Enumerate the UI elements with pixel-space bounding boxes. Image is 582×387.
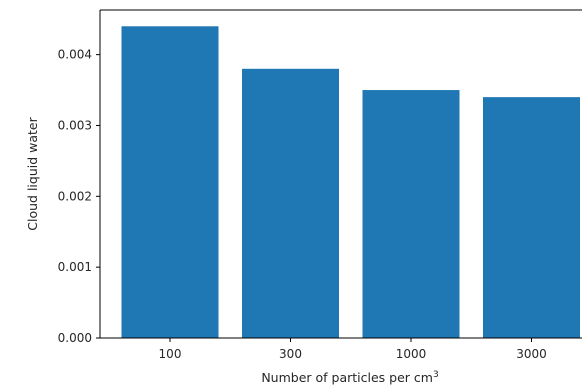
bar-3000	[483, 97, 580, 338]
y-tick-label: 0.000	[58, 331, 92, 345]
x-axis-label-superscript: 3	[433, 370, 439, 380]
x-tick-label: 3000	[516, 347, 547, 361]
y-tick-label: 0.003	[58, 118, 92, 132]
bar-300	[242, 68, 339, 338]
bar-100	[121, 26, 219, 339]
bar-1000	[362, 90, 460, 338]
x-axis: 100 300 1000 3000	[159, 338, 547, 361]
x-tick-label: 300	[279, 347, 302, 361]
y-tick-label: 0.001	[58, 260, 92, 274]
axes-frame	[99, 9, 582, 339]
x-axis-label-main: Number of particles per cm	[261, 370, 433, 385]
y-tick-label: 0.004	[58, 48, 92, 62]
y-axis-label: Cloud liquid water	[25, 116, 40, 230]
x-tick-label: 1000	[396, 347, 427, 361]
x-tick-label: 100	[159, 347, 182, 361]
bars-group	[121, 26, 580, 339]
y-tick-label: 0.002	[58, 189, 92, 203]
x-axis-label: Number of particles per cm3	[261, 370, 438, 385]
y-axis: 0.000 0.001 0.002 0.003 0.004	[58, 48, 100, 345]
